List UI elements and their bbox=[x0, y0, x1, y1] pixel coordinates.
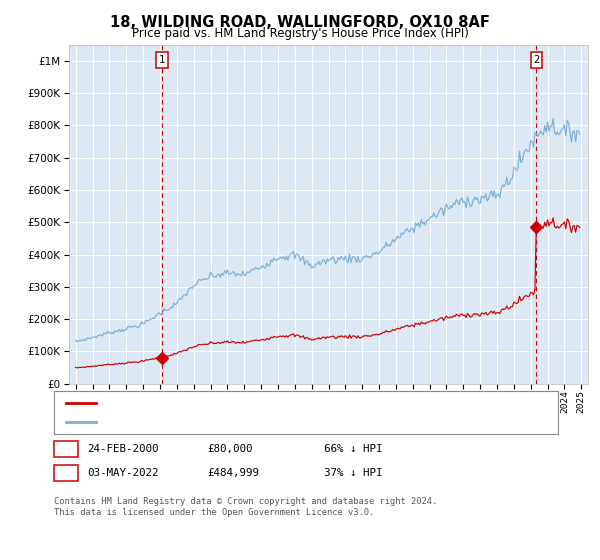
Text: £80,000: £80,000 bbox=[207, 444, 253, 454]
Text: 37% ↓ HPI: 37% ↓ HPI bbox=[324, 468, 383, 478]
Text: 1: 1 bbox=[62, 444, 70, 454]
Text: Contains HM Land Registry data © Crown copyright and database right 2024.
This d: Contains HM Land Registry data © Crown c… bbox=[54, 497, 437, 517]
Text: £484,999: £484,999 bbox=[207, 468, 259, 478]
Text: 18, WILDING ROAD, WALLINGFORD, OX10 8AF (detached house): 18, WILDING ROAD, WALLINGFORD, OX10 8AF … bbox=[99, 398, 449, 408]
Text: 2: 2 bbox=[533, 55, 539, 65]
Text: 66% ↓ HPI: 66% ↓ HPI bbox=[324, 444, 383, 454]
Text: 24-FEB-2000: 24-FEB-2000 bbox=[87, 444, 158, 454]
Text: 18, WILDING ROAD, WALLINGFORD, OX10 8AF: 18, WILDING ROAD, WALLINGFORD, OX10 8AF bbox=[110, 15, 490, 30]
Text: 1: 1 bbox=[159, 55, 165, 65]
Text: 2: 2 bbox=[62, 468, 70, 478]
Text: 03-MAY-2022: 03-MAY-2022 bbox=[87, 468, 158, 478]
Text: HPI: Average price, detached house, South Oxfordshire: HPI: Average price, detached house, Sout… bbox=[99, 417, 430, 427]
Text: Price paid vs. HM Land Registry's House Price Index (HPI): Price paid vs. HM Land Registry's House … bbox=[131, 27, 469, 40]
